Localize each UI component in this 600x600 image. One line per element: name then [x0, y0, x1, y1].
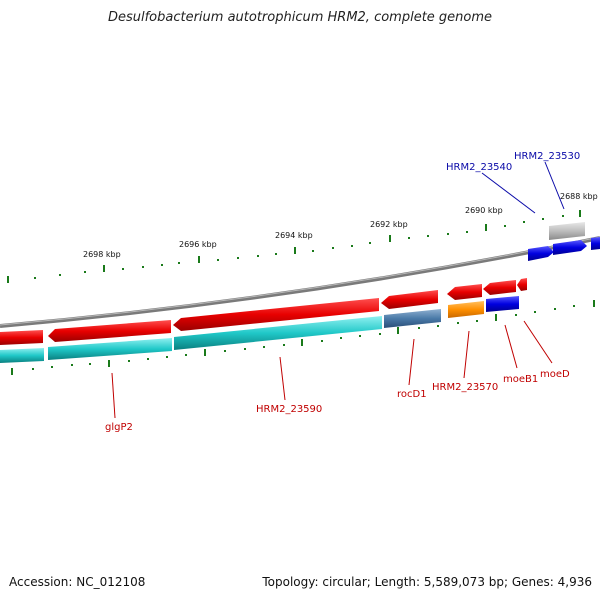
- upper-right-genes: [528, 222, 600, 261]
- gene-feature: [553, 240, 587, 255]
- gene-feature: [384, 309, 441, 328]
- upper-tick-ring: [7, 210, 581, 283]
- genome-summary-text: Topology: circular; Length: 5,589,073 bp…: [262, 575, 592, 589]
- scale-label-2696: 2696 kbp: [179, 240, 217, 249]
- gene-feature: [447, 284, 482, 300]
- lower-tick-ring: [11, 300, 595, 375]
- gene-label-moeB1[interactable]: moeB1: [503, 374, 538, 385]
- gene-label-rocD1[interactable]: rocD1: [397, 389, 427, 400]
- genome-backbone: [0, 236, 600, 328]
- gene-feature: [173, 298, 379, 331]
- gene-feature: [174, 316, 382, 350]
- gene-feature: [483, 280, 516, 295]
- gene-feature: [486, 296, 519, 312]
- gene-feature: [549, 222, 585, 240]
- gene-labels: glgP2 HRM2_23590 rocD1 HRM2_23570 moeB1 …: [105, 151, 580, 433]
- gene-label-glgP2[interactable]: glgP2: [105, 422, 133, 433]
- gene-feature: [381, 290, 438, 309]
- reverse-strand-genes: [0, 296, 519, 363]
- gene-label-HRM2_23570[interactable]: HRM2_23570: [432, 382, 498, 393]
- gene-label-HRM2_23530[interactable]: HRM2_23530: [514, 151, 580, 162]
- accession-text: Accession: NC_012108: [9, 575, 146, 589]
- gene-feature: [48, 338, 172, 360]
- gene-feature: [591, 237, 600, 250]
- scale-labels: 2698 kbp 2696 kbp 2694 kbp 2692 kbp 2690…: [83, 192, 598, 259]
- gene-label-HRM2_23540[interactable]: HRM2_23540: [446, 162, 512, 173]
- callout-lines: [111, 161, 565, 419]
- gene-label-moeD[interactable]: moeD: [540, 369, 570, 380]
- scale-label-2698: 2698 kbp: [83, 250, 121, 259]
- page-title: Desulfobacterium autotrophicum HRM2, com…: [107, 10, 493, 25]
- gene-label-HRM2_23590[interactable]: HRM2_23590: [256, 404, 322, 415]
- scale-label-2694: 2694 kbp: [275, 231, 313, 240]
- gene-feature: [448, 301, 484, 318]
- gene-feature: [528, 246, 554, 261]
- gene-feature: [0, 348, 44, 363]
- forward-strand-genes: [0, 278, 527, 345]
- gene-feature: [0, 330, 43, 345]
- scale-label-2692: 2692 kbp: [370, 220, 408, 229]
- gene-feature: [517, 278, 527, 291]
- scale-label-2690: 2690 kbp: [465, 206, 503, 215]
- scale-label-2688: 2688 kbp: [560, 192, 598, 201]
- gene-feature: [48, 320, 171, 342]
